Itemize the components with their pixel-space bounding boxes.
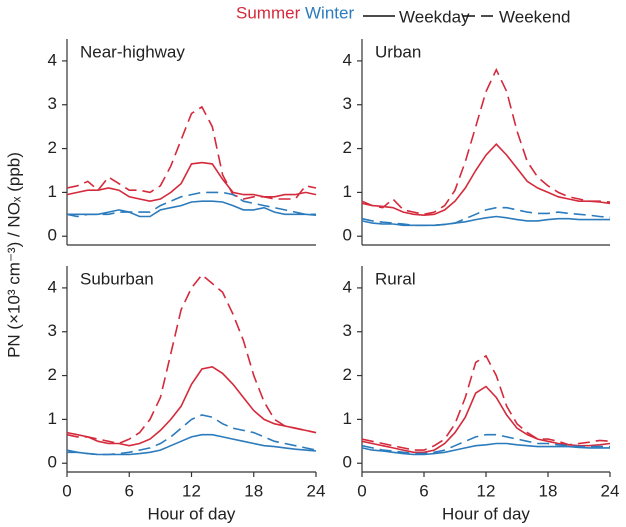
series-line	[361, 442, 610, 456]
legend-label: Summer	[236, 3, 301, 22]
panel-title: Urban	[375, 42, 421, 61]
series-line	[361, 354, 611, 451]
x-tick-label: 0	[62, 481, 71, 500]
series-line	[361, 215, 610, 227]
series-line	[361, 143, 611, 217]
series-line	[66, 433, 317, 456]
y-tick-label: 1	[48, 182, 57, 201]
panel-title: Near-highway	[80, 42, 185, 61]
y-tick-label: 3	[343, 321, 352, 340]
series-line	[361, 433, 610, 455]
y-tick-label: 1	[343, 182, 352, 201]
series-line	[66, 273, 317, 445]
legend-label: Weekday	[399, 7, 470, 26]
y-tick-label: 3	[343, 94, 352, 113]
panel-title: Rural	[375, 269, 416, 288]
y-tick-label: 4	[343, 50, 352, 69]
legend-label: Weekend	[499, 7, 571, 26]
y-tick-label: 1	[343, 409, 352, 428]
y-tick-label: 4	[343, 277, 352, 296]
series-line	[66, 105, 317, 200]
legend-label: Winter	[305, 3, 354, 22]
series-line	[67, 200, 317, 218]
series-line	[66, 365, 317, 447]
y-tick-label: 4	[48, 50, 57, 69]
y-tick-label: 0	[48, 453, 57, 472]
y-axis-label: PN (×10³ cm⁻³) / NOₓ (ppb)	[4, 152, 23, 358]
x-axis-label: Hour of day	[148, 504, 236, 523]
y-tick-label: 3	[48, 94, 57, 113]
x-tick-label: 18	[539, 481, 558, 500]
series-line	[361, 67, 611, 216]
y-tick-label: 4	[48, 277, 57, 296]
y-tick-label: 2	[48, 365, 57, 384]
x-tick-label: 24	[601, 481, 620, 500]
series-line	[66, 161, 317, 203]
x-tick-label: 24	[307, 481, 326, 500]
x-tick-label: 6	[125, 481, 134, 500]
y-tick-label: 3	[48, 321, 57, 340]
y-tick-label: 0	[343, 226, 352, 245]
y-tick-label: 0	[48, 226, 57, 245]
y-tick-label: 2	[48, 138, 57, 157]
x-tick-label: 0	[357, 481, 366, 500]
x-tick-label: 12	[477, 481, 496, 500]
y-tick-label: 2	[343, 138, 352, 157]
series-line	[361, 385, 611, 454]
x-axis-label: Hour of day	[442, 504, 530, 523]
y-tick-label: 0	[343, 453, 352, 472]
series-line	[66, 191, 316, 218]
series-line	[67, 414, 317, 456]
x-tick-label: 18	[244, 481, 263, 500]
panel-title: Suburban	[80, 269, 154, 288]
x-tick-label: 12	[182, 481, 201, 500]
y-tick-label: 2	[343, 365, 352, 384]
y-tick-label: 1	[48, 409, 57, 428]
x-tick-label: 6	[419, 481, 428, 500]
series-line	[361, 206, 611, 227]
